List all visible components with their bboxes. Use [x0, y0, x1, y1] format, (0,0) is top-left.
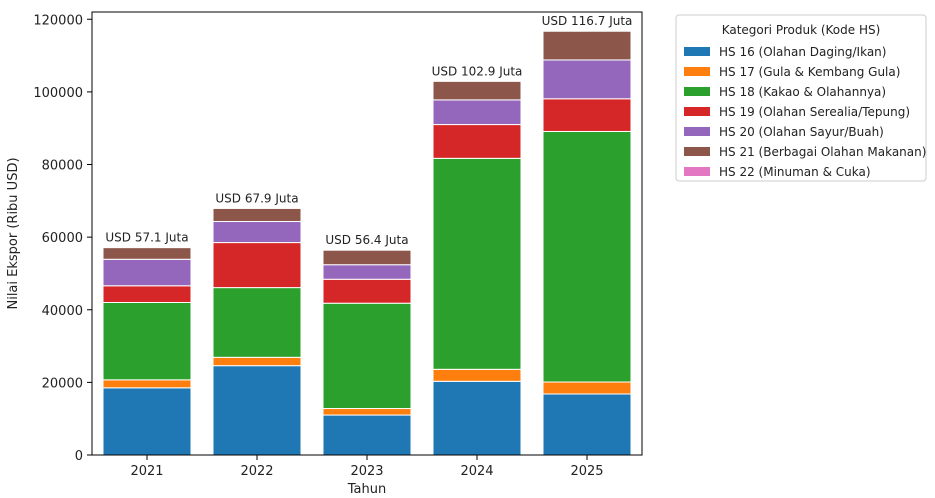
bar-segment: [102, 387, 192, 456]
y-tick-label: 20000: [42, 376, 83, 391]
bar-segment: [322, 264, 412, 280]
legend-label: HS 20 (Olahan Sayur/Buah): [719, 125, 884, 139]
legend-label: HS 21 (Berbagai Olahan Makanan): [719, 145, 926, 159]
bar-total-label: USD 116.7 Juta: [542, 14, 633, 28]
bar-segment: [432, 157, 522, 370]
bar-segment: [542, 30, 632, 61]
bar-total-label: USD 57.1 Juta: [105, 231, 188, 245]
bar-segment: [322, 302, 412, 410]
bar-segment: [432, 380, 522, 456]
bar-segment: [212, 242, 302, 289]
x-tick-label: 2025: [570, 464, 603, 479]
bar-segment: [432, 124, 522, 159]
legend-swatch: [684, 107, 710, 116]
bar-segment: [432, 80, 522, 101]
legend-swatch: [684, 127, 710, 136]
legend-items: HS 16 (Olahan Daging/Ikan) HS 17 (Gula & …: [684, 45, 926, 179]
legend-label: HS 18 (Kakao & Olahannya): [719, 85, 886, 99]
legend-label: HS 22 (Minuman & Cuka): [719, 165, 871, 179]
y-tick-label: 60000: [42, 231, 83, 246]
bar-segment: [542, 393, 632, 456]
x-tick-label: 2024: [460, 464, 493, 479]
bars-layer: [102, 30, 632, 456]
bar-segment: [102, 379, 192, 389]
legend-swatch: [684, 147, 710, 156]
bar-segment: [542, 98, 632, 132]
legend: Kategori Produk (Kode HS) HS 16 (Olahan …: [675, 14, 927, 182]
legend-swatch: [684, 47, 710, 56]
y-axis: 0 20000 40000 60000 80000 100000 120000: [33, 13, 92, 464]
x-axis-title: Tahun: [347, 482, 386, 497]
bar-segment: [212, 287, 302, 358]
bar-total-label: USD 102.9 Juta: [432, 64, 523, 78]
bar-segment: [102, 258, 192, 287]
legend-label: HS 16 (Olahan Daging/Ikan): [719, 45, 886, 59]
bar-segment: [432, 99, 522, 126]
bar-segment: [322, 408, 412, 416]
bar-segment: [542, 130, 632, 383]
bar-segment: [322, 414, 412, 456]
bar-segment: [212, 207, 302, 223]
y-tick-label: 40000: [42, 304, 83, 319]
legend-swatch: [684, 167, 710, 176]
bar-segment: [432, 368, 522, 382]
legend-box: [675, 14, 927, 182]
totals-layer: USD 57.1 Juta USD 67.9 Juta USD 56.4 Juta U…: [105, 14, 632, 247]
bar-segment: [102, 285, 192, 303]
bar-segment: [212, 365, 302, 456]
legend-label: HS 17 (Gula & Kembang Gula): [719, 65, 900, 79]
x-tick-label: 2023: [350, 464, 383, 479]
x-tick-label: 2022: [240, 464, 273, 479]
legend-label: HS 19 (Olahan Serealia/Tepung): [719, 105, 910, 119]
bar-segment: [322, 249, 412, 266]
y-tick-label: 100000: [33, 86, 83, 101]
bar-segment: [212, 221, 302, 244]
legend-title: Kategori Produk (Kode HS): [722, 23, 881, 37]
bar-segment: [542, 59, 632, 100]
x-tick-label: 2021: [130, 464, 163, 479]
bar-segment: [102, 301, 192, 381]
x-axis: 2021 2022 2023 2024 2025: [130, 455, 604, 479]
bar-segment: [212, 356, 302, 367]
legend-swatch: [684, 87, 710, 96]
legend-swatch: [684, 67, 710, 76]
y-axis-title: Nilai Ekspor (Ribu USD): [6, 157, 21, 309]
y-tick-label: 80000: [42, 159, 83, 174]
bar-total-label: USD 56.4 Juta: [325, 233, 408, 247]
y-tick-label: 0: [75, 449, 83, 464]
bar-total-label: USD 67.9 Juta: [215, 191, 298, 205]
bar-segment: [322, 278, 412, 304]
y-tick-label: 120000: [33, 13, 83, 28]
bar-segment: [542, 381, 632, 395]
bar-segment: [102, 247, 192, 260]
